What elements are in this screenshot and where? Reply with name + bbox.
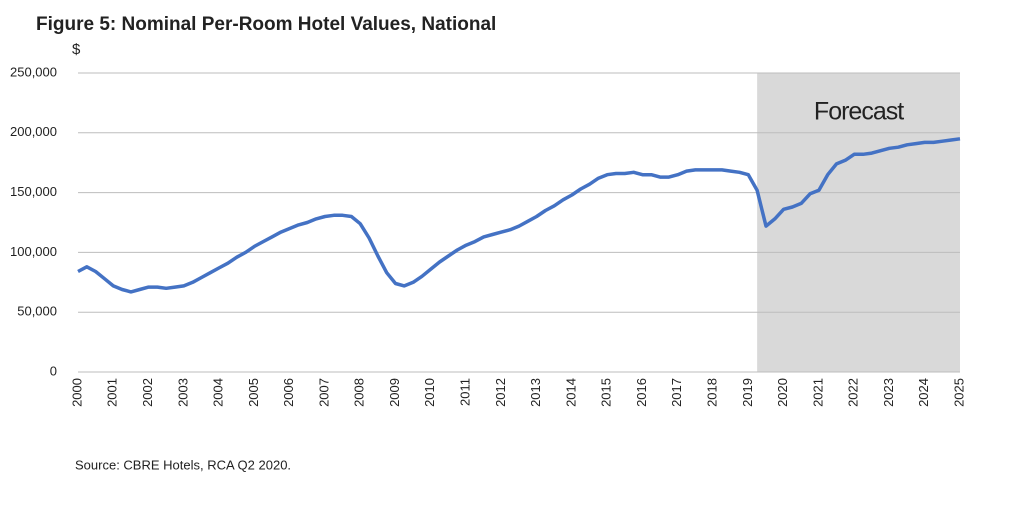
x-tick-label: 2019 [740, 378, 755, 407]
forecast-region [757, 73, 960, 372]
chart-title: Figure 5: Nominal Per-Room Hotel Values,… [36, 14, 496, 35]
data-line [77, 137, 961, 294]
x-tick-label: 2021 [810, 378, 825, 407]
x-tick-label: 2007 [316, 378, 331, 407]
x-tick-label: 2022 [846, 378, 861, 407]
x-tick-label: 2013 [528, 378, 543, 407]
x-tick-label: 2016 [634, 378, 649, 407]
y-axis-label: $ [72, 41, 81, 58]
y-tick-label: 0 [50, 363, 57, 378]
x-tick-label: 2012 [493, 378, 508, 407]
x-tick-label: 2004 [211, 378, 226, 407]
forecast-label: Forecast [814, 98, 904, 126]
x-tick-label: 2024 [916, 378, 931, 407]
y-tick-label: 100,000 [10, 244, 57, 259]
y-tick-label: 200,000 [10, 124, 57, 139]
x-tick-label: 2018 [704, 378, 719, 407]
x-tick-label: 2011 [458, 378, 473, 406]
x-tick-label: 2000 [69, 378, 84, 407]
y-tick-label: 150,000 [10, 184, 57, 199]
x-tick-label: 2020 [775, 378, 790, 407]
x-tick-label: 2025 [951, 378, 966, 407]
x-tick-label: 2006 [281, 378, 296, 407]
source-note: Source: CBRE Hotels, RCA Q2 2020. [75, 457, 291, 472]
x-tick-label: 2017 [669, 378, 684, 407]
x-tick-label: 2010 [422, 378, 437, 407]
x-tick-label: 2015 [599, 378, 614, 407]
x-tick-label: 2009 [387, 378, 402, 407]
x-tick-label: 2001 [105, 378, 120, 407]
x-tick-label: 2005 [246, 378, 261, 407]
x-tick-label: 2023 [881, 378, 896, 407]
x-tick-label: 2002 [140, 378, 155, 407]
y-tick-label: 250,000 [10, 64, 57, 79]
x-tick-label: 2003 [175, 378, 190, 407]
x-tick-label: 2008 [352, 378, 367, 407]
x-tick-label: 2014 [563, 378, 578, 407]
y-tick-label: 50,000 [17, 304, 57, 319]
